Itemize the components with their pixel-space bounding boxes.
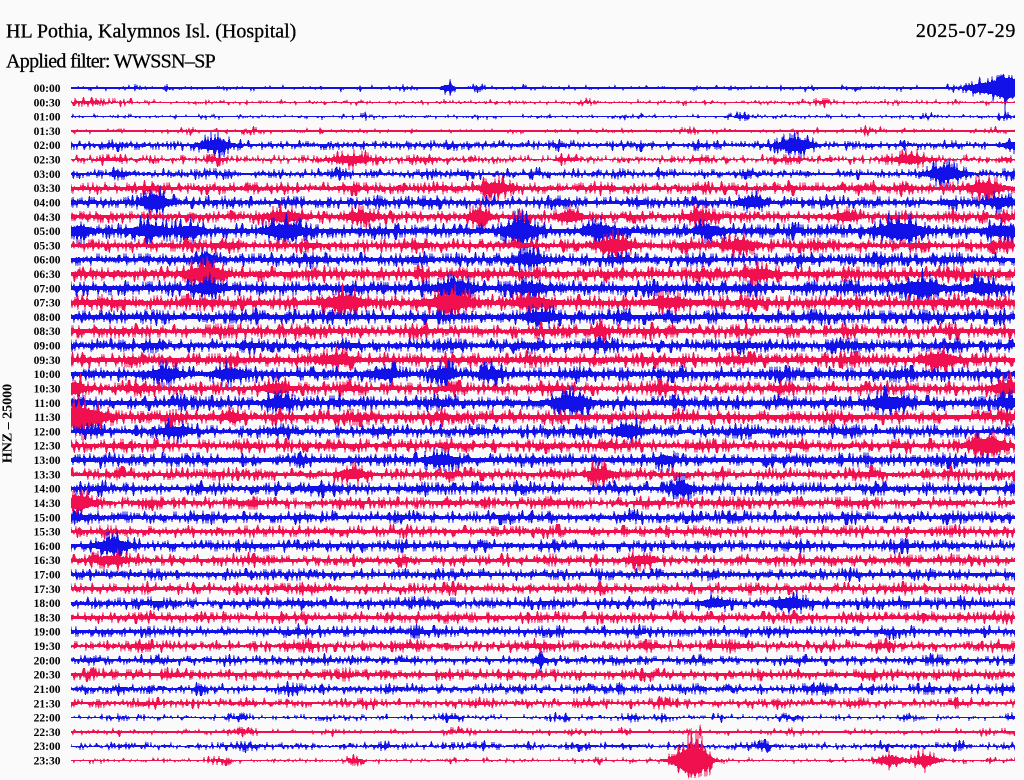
svg-text:22:30: 22:30 xyxy=(34,727,61,739)
svg-text:17:30: 17:30 xyxy=(34,584,61,596)
svg-text:09:00: 09:00 xyxy=(34,341,61,353)
svg-text:20:30: 20:30 xyxy=(34,670,61,682)
svg-text:02:00: 02:00 xyxy=(34,140,61,152)
svg-text:21:00: 21:00 xyxy=(34,684,61,696)
svg-text:15:30: 15:30 xyxy=(34,527,61,539)
svg-text:04:00: 04:00 xyxy=(34,198,61,210)
svg-text:13:00: 13:00 xyxy=(34,455,61,467)
svg-text:12:00: 12:00 xyxy=(34,426,61,438)
svg-text:12:30: 12:30 xyxy=(34,441,61,453)
svg-text:HL Pothia, Kalymnos Isl. (Hosp: HL Pothia, Kalymnos Isl. (Hospital) xyxy=(6,21,296,43)
svg-text:11:00: 11:00 xyxy=(34,398,60,410)
svg-text:23:30: 23:30 xyxy=(34,756,61,768)
svg-text:10:00: 10:00 xyxy=(34,369,61,381)
svg-text:00:00: 00:00 xyxy=(34,83,61,95)
svg-text:01:00: 01:00 xyxy=(34,112,61,124)
svg-text:04:30: 04:30 xyxy=(34,212,61,224)
svg-text:01:30: 01:30 xyxy=(34,126,61,138)
svg-text:HNZ – 25000: HNZ – 25000 xyxy=(1,384,16,463)
svg-text:14:00: 14:00 xyxy=(34,484,61,496)
svg-text:15:00: 15:00 xyxy=(34,512,61,524)
svg-text:09:30: 09:30 xyxy=(34,355,61,367)
svg-text:13:30: 13:30 xyxy=(34,469,61,481)
svg-text:Applied filter: WWSSN–SP: Applied filter: WWSSN–SP xyxy=(6,51,216,73)
svg-text:2025-07-29: 2025-07-29 xyxy=(916,20,1016,42)
svg-text:17:00: 17:00 xyxy=(34,570,61,582)
svg-text:19:30: 19:30 xyxy=(34,641,61,653)
svg-text:03:30: 03:30 xyxy=(34,183,61,195)
svg-text:08:00: 08:00 xyxy=(34,312,61,324)
svg-text:00:30: 00:30 xyxy=(34,97,61,109)
svg-text:05:00: 05:00 xyxy=(34,226,61,238)
svg-text:05:30: 05:30 xyxy=(34,240,61,252)
svg-text:02:30: 02:30 xyxy=(34,155,61,167)
svg-text:21:30: 21:30 xyxy=(34,698,61,710)
svg-text:18:00: 18:00 xyxy=(34,598,61,610)
svg-text:18:30: 18:30 xyxy=(34,612,61,624)
svg-text:11:30: 11:30 xyxy=(34,412,60,424)
svg-text:07:00: 07:00 xyxy=(34,283,61,295)
svg-text:03:00: 03:00 xyxy=(34,169,61,181)
svg-text:23:00: 23:00 xyxy=(34,741,61,753)
svg-text:16:30: 16:30 xyxy=(34,555,61,567)
svg-text:16:00: 16:00 xyxy=(34,541,61,553)
svg-text:19:00: 19:00 xyxy=(34,627,61,639)
svg-text:07:30: 07:30 xyxy=(34,298,61,310)
svg-text:22:00: 22:00 xyxy=(34,713,61,725)
svg-text:06:30: 06:30 xyxy=(34,269,61,281)
svg-text:14:30: 14:30 xyxy=(34,498,61,510)
svg-text:06:00: 06:00 xyxy=(34,255,61,267)
svg-text:08:30: 08:30 xyxy=(34,326,61,338)
svg-text:20:00: 20:00 xyxy=(34,655,61,667)
svg-text:10:30: 10:30 xyxy=(34,384,61,396)
